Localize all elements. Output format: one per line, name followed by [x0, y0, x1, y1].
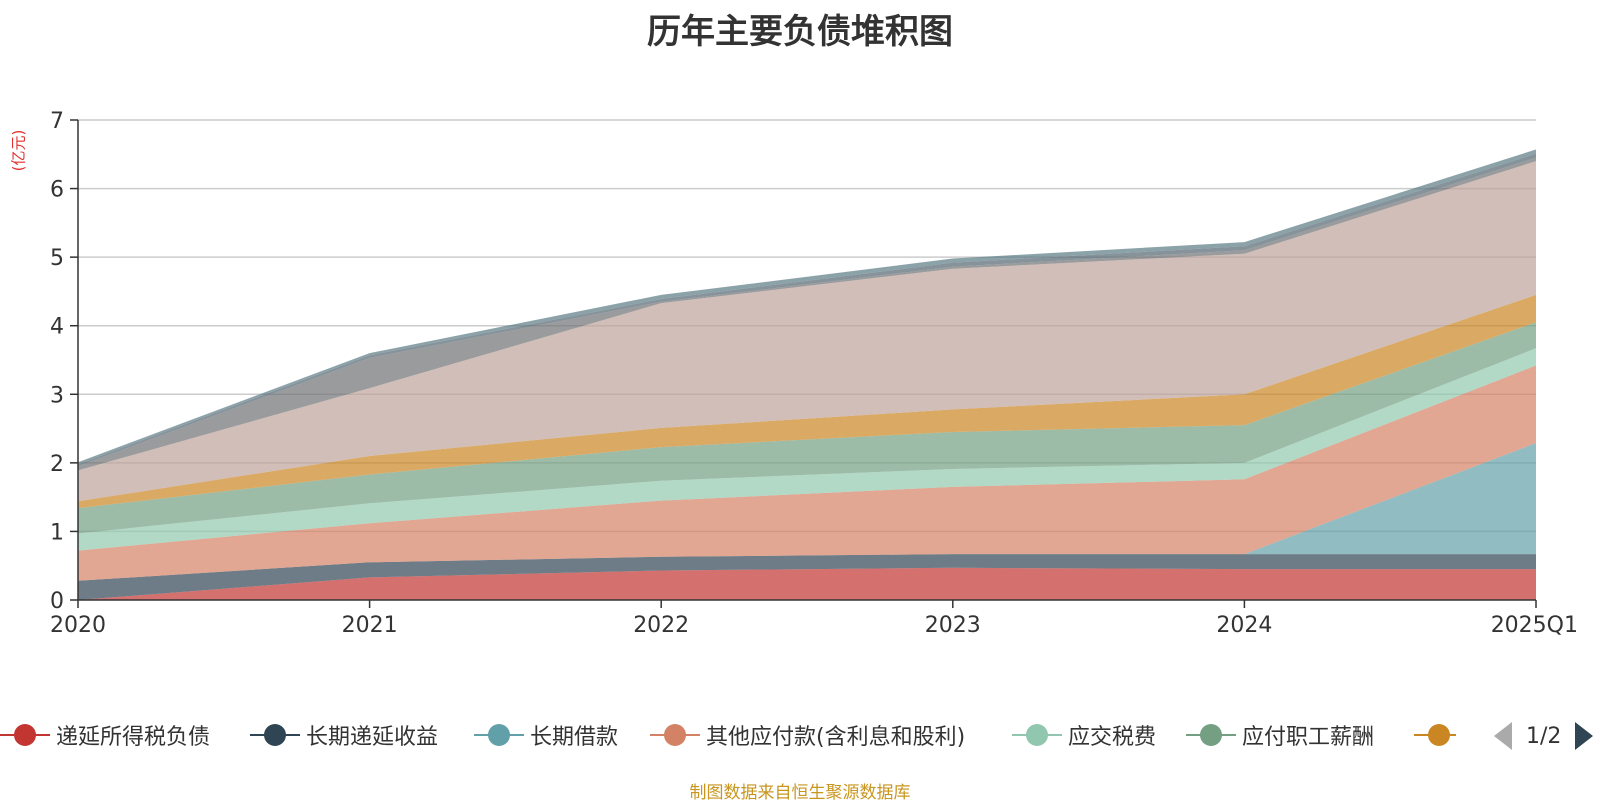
legend-item[interactable]: 长期递延收益	[250, 710, 438, 760]
legend-marker-icon	[474, 724, 524, 746]
x-tick-label: 2020	[50, 613, 106, 638]
area-series-2[interactable]	[78, 554, 1536, 600]
tick-labels: 0 1 2 3 4 5 6 7 2020 2021 2022 2023 2024 2025Q1	[50, 109, 1578, 638]
legend-label: 长期递延收益	[306, 725, 439, 750]
legend-page-indicator: 1/2	[1526, 723, 1562, 749]
legend-items: 递延所得税负债 长期递延收益 长期借款 其他应付款(含利息和股利) 应交税费 应付职工薪酬…	[0, 710, 1456, 760]
legend-item[interactable]: 其他应付款(含利息和股利)	[650, 710, 965, 760]
x-tick-label: 2024	[1216, 613, 1272, 638]
y-tick-label: 6	[50, 178, 64, 203]
x-tick-label: 2021	[342, 613, 398, 638]
axes	[70, 119, 1537, 608]
legend-item[interactable]: 应付职工薪酬	[1186, 710, 1374, 760]
legend-marker-icon	[1186, 724, 1236, 746]
y-tick-label: 3	[50, 383, 64, 408]
legend-item[interactable]: 递延所得税负债	[0, 710, 210, 760]
legend-marker-icon	[250, 724, 300, 746]
area-series-5[interactable]	[78, 348, 1536, 551]
area-series-7[interactable]	[78, 294, 1536, 509]
y-tick-label: 0	[50, 589, 64, 614]
y-tick-label: 7	[50, 109, 64, 134]
legend-label: 递延所得税负债	[56, 725, 211, 750]
legend-label: 其他应付款(含利息和股利)	[706, 725, 966, 750]
area-series-layer	[78, 149, 1536, 600]
legend-marker-icon	[0, 724, 50, 746]
legend-marker-icon	[1414, 724, 1456, 746]
area-series-4[interactable]	[78, 365, 1536, 581]
legend-next-page-icon[interactable]	[1575, 722, 1594, 750]
stacked-area-chart: 0 1 2 3 4 5 6 7 2020 2021 2022 2023 2024 2025Q1	[50, 109, 1578, 638]
legend-pager: 1/2	[1494, 720, 1594, 752]
y-tick-label: 5	[50, 246, 64, 271]
legend-item[interactable]: 合同负债	[1414, 710, 1456, 760]
legend-prev-page-icon[interactable]	[1494, 722, 1512, 750]
legend-item[interactable]: 长期借款	[474, 710, 618, 760]
legend: 递延所得税负债 长期递延收益 长期借款 其他应付款(含利息和股利) 应交税费 应付职工薪酬…	[0, 710, 1600, 760]
y-tick-label: 2	[50, 452, 64, 477]
y-tick-label: 4	[50, 315, 64, 340]
area-series-8[interactable]	[78, 161, 1536, 502]
legend-marker-icon	[1012, 724, 1062, 746]
source-note: 制图数据来自恒生聚源数据库	[689, 783, 911, 803]
area-series-6[interactable]	[78, 322, 1536, 534]
legend-label: 长期借款	[530, 725, 619, 750]
x-tick-label: 2025Q1	[1491, 613, 1578, 638]
legend-item[interactable]: 应交税费	[1012, 710, 1156, 760]
area-series-1[interactable]	[78, 567, 1536, 600]
x-tick-label: 2022	[633, 613, 689, 638]
y-tick-label: 1	[50, 520, 64, 545]
legend-marker-icon	[650, 724, 700, 746]
x-tick-label: 2023	[925, 613, 981, 638]
chart-title: 历年主要负债堆积图	[647, 12, 953, 52]
legend-label: 应交税费	[1068, 725, 1157, 750]
legend-label: 应付职工薪酬	[1242, 725, 1375, 750]
